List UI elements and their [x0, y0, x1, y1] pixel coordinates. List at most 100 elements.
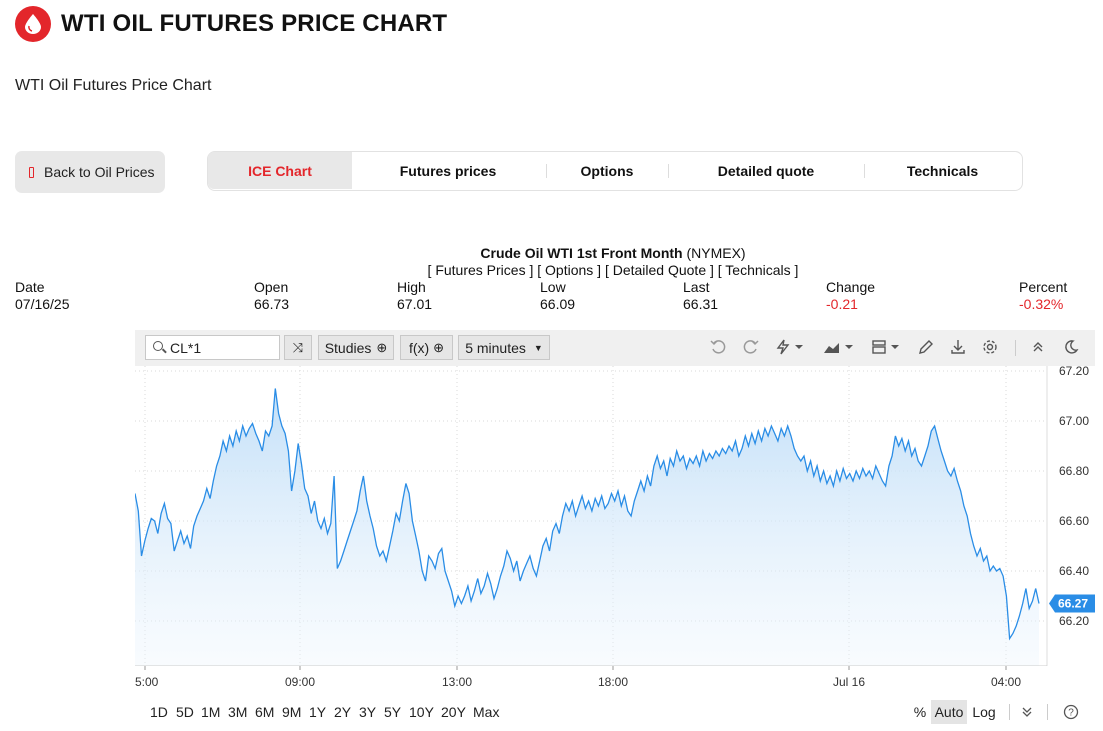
- stat-change: Change -0.21: [826, 279, 875, 313]
- x-tick-label: 18:00: [598, 675, 628, 689]
- range-selector: 1D 5D 1M 3M 6M 9M 1Y 2Y 3Y 5Y 10Y 20Y Ma…: [135, 694, 1095, 724]
- range-1d[interactable]: 1D: [150, 704, 168, 720]
- range-5d[interactable]: 5D: [176, 704, 194, 720]
- studies-button[interactable]: Studies ⊕: [318, 335, 394, 360]
- toolbar-divider: [1015, 340, 1016, 356]
- lightning-icon[interactable]: [775, 339, 805, 355]
- tab-options[interactable]: Options: [580, 162, 634, 179]
- layout-icon[interactable]: [871, 339, 903, 355]
- back-button-label: Back to Oil Prices: [44, 164, 155, 180]
- page-subtitle: WTI Oil Futures Price Chart: [15, 77, 212, 94]
- back-icon: [29, 166, 34, 178]
- stat-label: Low: [540, 279, 566, 295]
- x-tick-label: 04:00: [991, 675, 1021, 689]
- stat-value: -0.21: [826, 296, 858, 312]
- range-10y[interactable]: 10Y: [409, 704, 434, 720]
- x-tick-label: 09:00: [285, 675, 315, 689]
- oil-drop-logo: [15, 6, 51, 42]
- stat-value: 66.09: [540, 296, 576, 312]
- stat-low: Low 66.09: [540, 279, 575, 313]
- range-divider: [1047, 704, 1048, 720]
- shuffle-icon: ⤨: [292, 339, 304, 355]
- undo-icon[interactable]: [710, 339, 726, 355]
- quote-title: Crude Oil WTI 1st Front Month (NYMEX): [0, 245, 1103, 261]
- range-20y[interactable]: 20Y: [441, 704, 466, 720]
- auto-scale-toggle[interactable]: Auto: [931, 700, 967, 724]
- chart-widget: CL*1 ⤨ Studies ⊕ f(x) ⊕ 5 minutes ▼: [135, 330, 1095, 725]
- stat-value: 67.01: [397, 296, 433, 312]
- help-icon[interactable]: ?: [1063, 704, 1079, 720]
- quote-exchange: (NYMEX): [686, 245, 746, 261]
- y-tick-label: 66.20: [1059, 614, 1089, 628]
- redo-icon[interactable]: [743, 339, 759, 355]
- moon-icon[interactable]: [1063, 339, 1079, 355]
- range-3m[interactable]: 3M: [228, 704, 248, 720]
- plus-circle-icon: ⊕: [433, 339, 445, 355]
- expand-icon[interactable]: [1021, 706, 1033, 718]
- tab-ice-chart[interactable]: ICE Chart: [208, 152, 352, 189]
- price-area: [135, 388, 1039, 666]
- x-tick-label: Jul 16: [833, 675, 865, 689]
- x-axis: 5:00 09:00 13:00 18:00 Jul 16 04:00: [135, 666, 1021, 689]
- range-max[interactable]: Max: [473, 704, 500, 720]
- y-tick-label: 66.40: [1059, 564, 1089, 578]
- range-3y[interactable]: 3Y: [359, 704, 377, 720]
- stat-label: Percent: [1019, 279, 1068, 295]
- y-axis: 67.20 67.00 66.80 66.60 66.40 66.20: [1059, 366, 1089, 628]
- fx-label: f(x): [408, 339, 430, 356]
- range-divider: [1009, 704, 1010, 720]
- plus-circle-icon: ⊕: [376, 339, 388, 355]
- percent-toggle[interactable]: %: [913, 704, 927, 720]
- quote-title-text: Crude Oil WTI 1st Front Month: [480, 245, 683, 261]
- x-tick-label: 13:00: [442, 675, 472, 689]
- range-5y[interactable]: 5Y: [384, 704, 402, 720]
- oil-drop-icon: [25, 14, 41, 34]
- stat-value: -0.32%: [1019, 296, 1064, 312]
- range-6m[interactable]: 6M: [255, 704, 275, 720]
- stat-date: Date 07/16/25: [15, 279, 70, 313]
- symbol-search-input[interactable]: CL*1: [145, 335, 280, 360]
- x-tick-label: 5:00: [135, 675, 159, 689]
- log-scale-toggle[interactable]: Log: [972, 704, 996, 720]
- stat-label: High: [397, 279, 426, 295]
- quote-links[interactable]: [ Futures Prices ] [ Options ] [ Detaile…: [427, 262, 799, 278]
- mountain-chart-icon[interactable]: [823, 339, 855, 355]
- svg-text:?: ?: [1068, 708, 1074, 719]
- y-tick-label: 66.80: [1059, 464, 1089, 478]
- back-to-oil-prices-button[interactable]: Back to Oil Prices: [15, 151, 165, 193]
- tab-divider: [864, 164, 865, 178]
- gear-icon[interactable]: [982, 339, 998, 355]
- stat-open: Open 66.73: [254, 279, 289, 313]
- function-button[interactable]: f(x) ⊕: [400, 335, 453, 360]
- download-icon[interactable]: [950, 339, 966, 355]
- range-2y[interactable]: 2Y: [334, 704, 352, 720]
- range-1y[interactable]: 1Y: [309, 704, 327, 720]
- price-line: [135, 388, 1040, 641]
- tab-divider: [668, 164, 669, 178]
- interval-select[interactable]: 5 minutes ▼: [458, 335, 550, 360]
- y-tick-label: 66.60: [1059, 514, 1089, 528]
- tab-detailed-quote[interactable]: Detailed quote: [717, 162, 815, 179]
- collapse-icon[interactable]: [1031, 340, 1045, 354]
- stat-value: 66.73: [254, 296, 290, 312]
- interval-label: 5 minutes: [465, 339, 526, 356]
- stat-label: Last: [683, 279, 710, 295]
- studies-label: Studies: [324, 339, 372, 356]
- tab-futures-prices[interactable]: Futures prices: [399, 162, 497, 179]
- y-tick-label: 67.00: [1059, 414, 1089, 428]
- compare-button[interactable]: ⤨: [284, 335, 312, 360]
- pencil-icon[interactable]: [918, 339, 934, 355]
- symbol-value: CL*1: [170, 339, 202, 356]
- range-1m[interactable]: 1M: [201, 704, 221, 720]
- stat-percent: Percent -0.32%: [1019, 279, 1067, 313]
- stat-label: Change: [826, 279, 876, 295]
- range-9m[interactable]: 9M: [282, 704, 302, 720]
- price-chart[interactable]: 67.20 67.00 66.80 66.60 66.40 66.20 66.27: [135, 366, 1095, 666]
- last-price-label: 66.27: [1058, 597, 1088, 611]
- tab-technicals[interactable]: Technicals: [906, 162, 979, 179]
- chart-toolbar: CL*1 ⤨ Studies ⊕ f(x) ⊕ 5 minutes ▼: [135, 330, 1095, 366]
- stat-value: 66.31: [683, 296, 719, 312]
- chart-tabs: ICE Chart Futures prices Options Detaile…: [207, 151, 1023, 191]
- chevron-down-icon: ▼: [533, 342, 543, 353]
- stat-last: Last 66.31: [683, 279, 718, 313]
